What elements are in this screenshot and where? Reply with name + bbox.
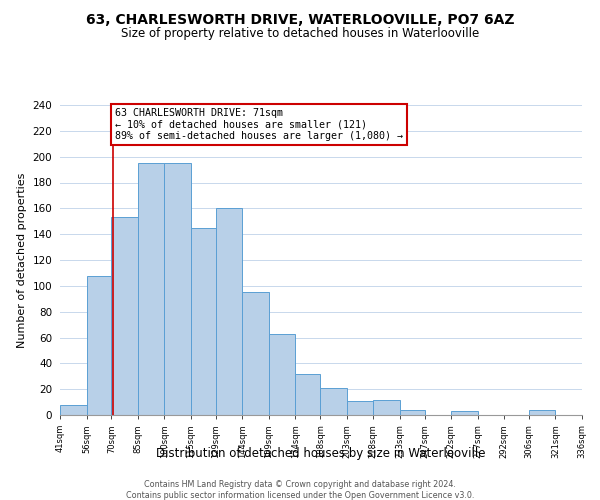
Bar <box>320 388 347 415</box>
Bar <box>451 411 478 415</box>
Bar <box>138 163 164 415</box>
Bar <box>295 374 320 415</box>
Text: Contains HM Land Registry data © Crown copyright and database right 2024.: Contains HM Land Registry data © Crown c… <box>144 480 456 489</box>
Bar <box>216 208 242 415</box>
Y-axis label: Number of detached properties: Number of detached properties <box>17 172 27 348</box>
Bar <box>191 228 216 415</box>
Bar <box>400 410 425 415</box>
Bar <box>60 404 86 415</box>
Text: Size of property relative to detached houses in Waterlooville: Size of property relative to detached ho… <box>121 28 479 40</box>
Bar <box>242 292 269 415</box>
Bar <box>112 218 138 415</box>
Bar <box>86 276 112 415</box>
Bar <box>269 334 295 415</box>
Bar <box>529 410 556 415</box>
Text: 63, CHARLESWORTH DRIVE, WATERLOOVILLE, PO7 6AZ: 63, CHARLESWORTH DRIVE, WATERLOOVILLE, P… <box>86 12 514 26</box>
Bar <box>164 163 191 415</box>
Text: Distribution of detached houses by size in Waterlooville: Distribution of detached houses by size … <box>156 448 486 460</box>
Text: 63 CHARLESWORTH DRIVE: 71sqm
← 10% of detached houses are smaller (121)
89% of s: 63 CHARLESWORTH DRIVE: 71sqm ← 10% of de… <box>115 108 403 142</box>
Text: Contains public sector information licensed under the Open Government Licence v3: Contains public sector information licen… <box>126 491 474 500</box>
Bar <box>373 400 400 415</box>
Bar <box>347 401 373 415</box>
